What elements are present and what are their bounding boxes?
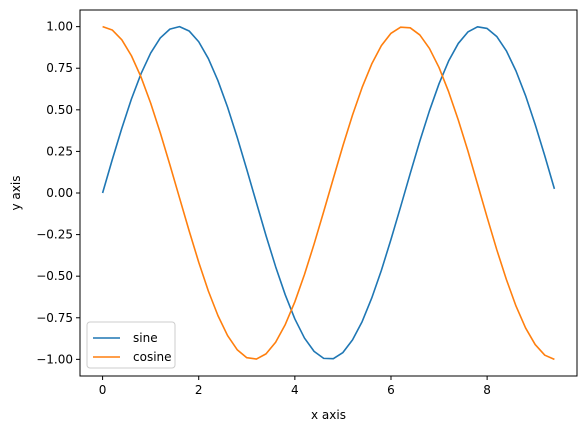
x-tick-label: 2 [195, 383, 203, 397]
x-tick-label: 6 [387, 383, 395, 397]
x-tick-label: 0 [99, 383, 107, 397]
legend-label-cosine: cosine [133, 350, 172, 364]
y-tick-label: 0.75 [46, 61, 73, 75]
legend: sine cosine [86, 321, 176, 369]
x-axis-label: x axis [311, 408, 346, 422]
y-tick-label: 0.00 [46, 186, 73, 200]
x-axis-ticks: 0 2 4 6 8 [99, 376, 491, 397]
y-tick-label: 0.50 [46, 103, 73, 117]
x-tick-label: 4 [291, 383, 299, 397]
y-tick-label: −1.00 [36, 352, 73, 366]
y-axis-label: y axis [9, 176, 23, 211]
y-tick-label: −0.25 [36, 228, 73, 242]
legend-label-sine: sine [133, 331, 158, 345]
x-tick-label: 8 [483, 383, 491, 397]
plot-area-frame [79, 9, 578, 377]
y-tick-label: 1.00 [46, 20, 73, 34]
series-line-cosine [102, 25, 555, 361]
y-tick-label: −0.75 [36, 311, 73, 325]
plot-series [101, 25, 556, 361]
y-tick-label: −0.50 [36, 269, 73, 283]
series-line-sine [101, 25, 556, 360]
y-axis-ticks: −1.00 −0.75 −0.50 −0.25 0.00 0.25 0.50 0.75 1.00 [36, 20, 80, 366]
y-tick-label: 0.25 [46, 144, 73, 158]
